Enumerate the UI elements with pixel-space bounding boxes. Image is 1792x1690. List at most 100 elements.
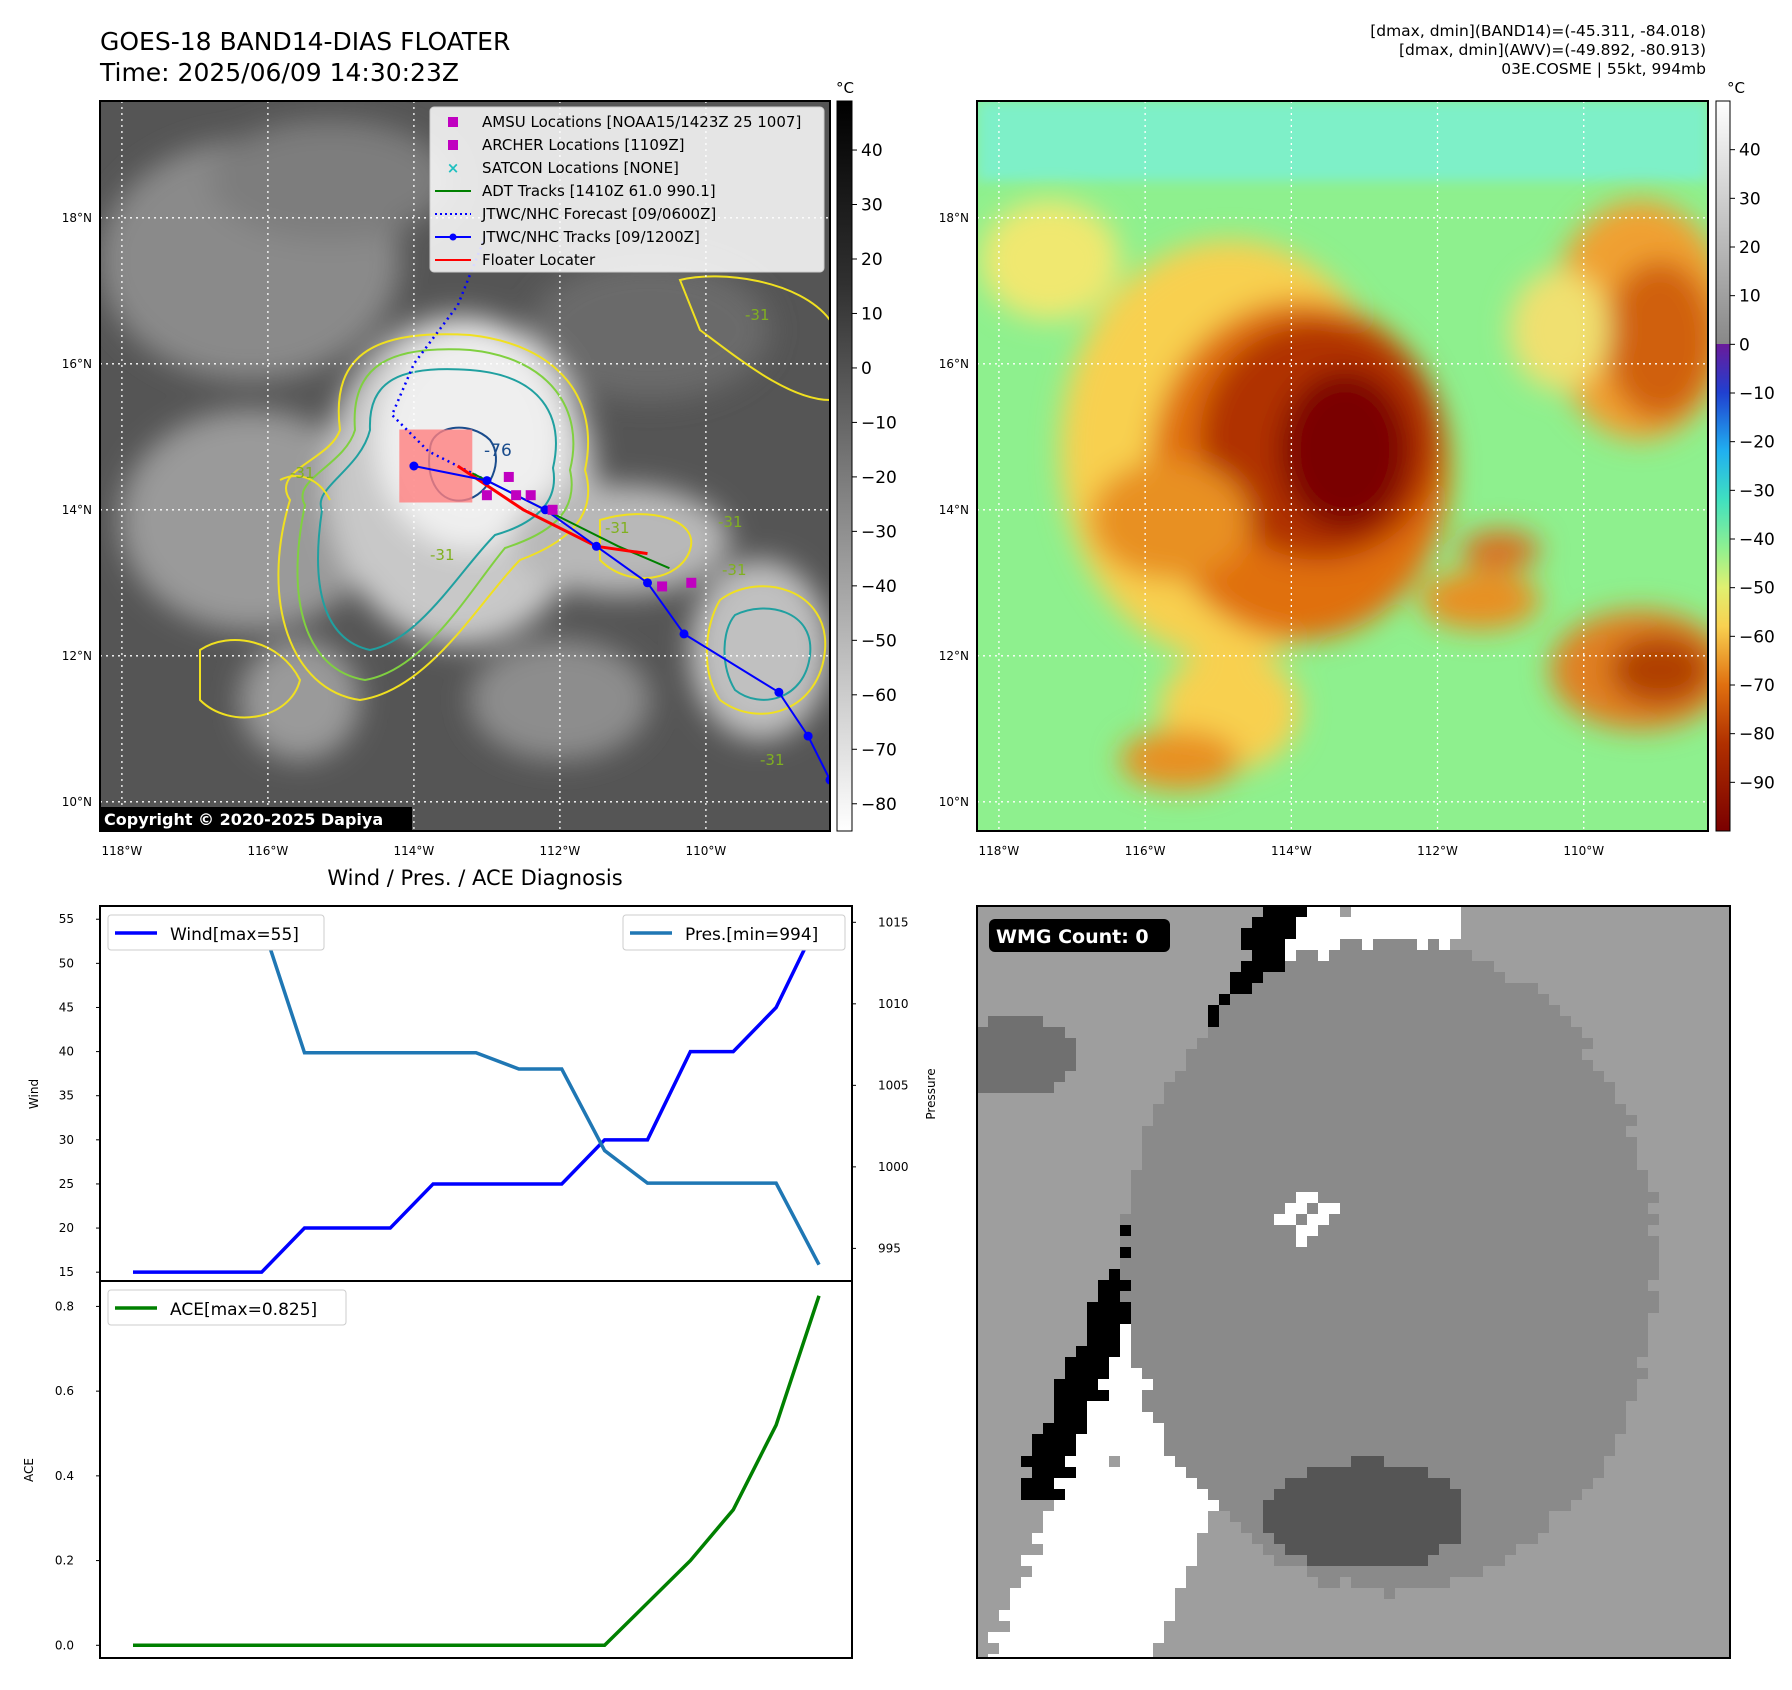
wmg-cell	[1582, 1313, 1593, 1324]
wmg-cell	[1131, 1423, 1142, 1434]
wmg-cell	[1505, 1324, 1516, 1335]
wmg-cell	[1296, 1511, 1307, 1522]
wmg-cell	[1516, 1148, 1527, 1159]
wmg-cell	[1637, 1247, 1648, 1258]
wmg-cell	[1065, 1379, 1076, 1390]
wmg-cell	[1241, 1390, 1252, 1401]
wmg-cell	[1263, 1302, 1274, 1313]
wmg-cell	[1538, 1500, 1549, 1511]
wmg-cell	[1516, 1412, 1527, 1423]
wmg-cell	[1538, 1027, 1549, 1038]
wmg-cell	[1296, 1027, 1307, 1038]
wmg-cell	[1285, 1478, 1296, 1489]
wmg-cell	[1494, 1423, 1505, 1434]
wmg-cell	[1186, 1159, 1197, 1170]
wmg-cell	[1307, 1126, 1318, 1137]
wmg-cell	[1241, 1489, 1252, 1500]
wmg-cell	[1461, 1203, 1472, 1214]
wmg-cell	[1153, 1148, 1164, 1159]
wmg-cell	[988, 1060, 999, 1071]
wmg-cell	[988, 1038, 999, 1049]
wmg-cell	[1307, 1313, 1318, 1324]
floater-track	[456, 464, 648, 556]
wmg-cell	[1318, 1159, 1329, 1170]
wmg-cell	[1098, 1555, 1109, 1566]
wmg-cell	[1626, 1302, 1637, 1313]
wmg-cell	[1604, 1115, 1615, 1126]
wmg-cell	[1208, 1324, 1219, 1335]
wmg-cell	[1021, 1478, 1032, 1489]
wmg-cell	[1285, 1456, 1296, 1467]
wmg-cell	[1131, 1258, 1142, 1269]
wmg-cell	[1406, 1005, 1417, 1016]
wmg-cell	[1197, 1214, 1208, 1225]
wmg-cell	[1076, 1467, 1087, 1478]
wmg-cell	[1472, 961, 1483, 972]
wmg-cell	[1494, 1104, 1505, 1115]
wmg-cell	[1604, 1214, 1615, 1225]
wmg-cell	[1384, 1434, 1395, 1445]
wmg-cell	[1274, 1247, 1285, 1258]
wmg-cell	[1527, 1291, 1538, 1302]
wmg-cell	[1340, 1478, 1351, 1489]
wmg-cell	[1483, 1280, 1494, 1291]
wmg-cell	[1538, 1214, 1549, 1225]
wmg-cell	[1560, 1126, 1571, 1137]
wmg-cell	[1417, 1203, 1428, 1214]
lon-label: 112°W	[540, 844, 581, 858]
wmg-cell	[1373, 1137, 1384, 1148]
wmg-cell	[1087, 1555, 1098, 1566]
wmg-cell	[1054, 1533, 1065, 1544]
wmg-cell	[1032, 1599, 1043, 1610]
wmg-cell	[1219, 1280, 1230, 1291]
wmg-cell	[1395, 1093, 1406, 1104]
wmg-cell	[1560, 1467, 1571, 1478]
wmg-cell	[1417, 1181, 1428, 1192]
wmg-cell	[1494, 1522, 1505, 1533]
wmg-cell	[1329, 1148, 1340, 1159]
wmg-cell	[1373, 1445, 1384, 1456]
wmg-cell	[1142, 1588, 1153, 1599]
lon-label: 116°W	[248, 844, 289, 858]
wmg-cell	[1164, 1401, 1175, 1412]
wmg-cell	[1230, 1005, 1241, 1016]
wmg-cell	[1439, 1280, 1450, 1291]
wmg-cell	[1208, 1368, 1219, 1379]
wmg-cell	[1153, 1599, 1164, 1610]
wmg-cell	[1109, 1346, 1120, 1357]
wmg-cell	[1527, 1236, 1538, 1247]
wmg-cell	[1450, 1170, 1461, 1181]
wmg-cell	[1109, 1401, 1120, 1412]
wmg-cell	[1450, 1500, 1461, 1511]
wmg-cell	[1626, 1291, 1637, 1302]
wmg-cell	[1252, 1467, 1263, 1478]
wmg-cell	[1472, 1137, 1483, 1148]
wmg-cell	[1384, 1302, 1395, 1313]
wmg-cell	[1087, 1500, 1098, 1511]
wmg-cell	[1164, 1192, 1175, 1203]
wmg-cell	[1417, 1522, 1428, 1533]
wmg-cell	[1494, 1247, 1505, 1258]
wmg-cell	[1263, 1159, 1274, 1170]
wmg-cell	[1637, 1170, 1648, 1181]
wmg-cell	[1263, 1192, 1274, 1203]
wmg-cell	[1186, 1533, 1197, 1544]
contour-label-31: -31	[722, 561, 747, 579]
wmg-cell	[1263, 1390, 1274, 1401]
wmg-cell	[1428, 1555, 1439, 1566]
wmg-cell	[1252, 1456, 1263, 1467]
wmg-cell	[1252, 1093, 1263, 1104]
wmg-cell	[1406, 1236, 1417, 1247]
wmg-cell	[1373, 1148, 1384, 1159]
wmg-cell	[1230, 1500, 1241, 1511]
wmg-cell	[1175, 1115, 1186, 1126]
wmg-cell	[1505, 1170, 1516, 1181]
wmg-cell	[1362, 1247, 1373, 1258]
wmg-cell	[1395, 1192, 1406, 1203]
wmg-cell	[1560, 1082, 1571, 1093]
wmg-cell	[1175, 1489, 1186, 1500]
wmg-cell	[1197, 1368, 1208, 1379]
wmg-cell	[1142, 1357, 1153, 1368]
wmg-cell	[1472, 1500, 1483, 1511]
wmg-cell	[1549, 1049, 1560, 1060]
